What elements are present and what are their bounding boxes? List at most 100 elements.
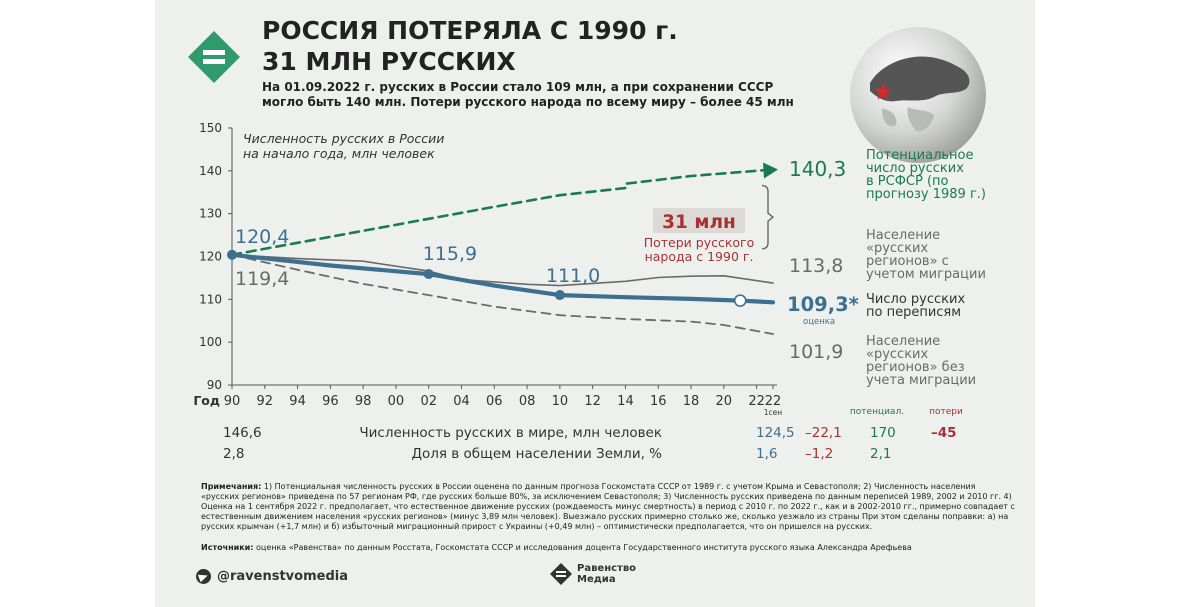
sources-label: Источники: [201,543,254,552]
losses-box [653,208,745,233]
potential-arrow-head [763,162,778,179]
data-label-2010: 111,0 [546,265,600,287]
world-row-potential: 170 [870,425,896,441]
legend-potential-line-1: Потенциальное [866,148,974,163]
y-tick-label: 100 [199,335,222,349]
x-tick-label: 18 [683,394,700,409]
world-row-label: Численность русских в мире, млн человек [359,425,662,441]
legend-potential-line-2: число русских [866,161,964,176]
sources-text: оценка «Равенства» по данным Росстата, Г… [253,543,912,552]
world-col-losses: потери [929,407,963,417]
x-tick-label: 12 [584,394,601,409]
point-marker-2002 [423,269,434,280]
y-tick-label: 140 [199,164,222,178]
world-row-potential: 2,1 [870,446,891,462]
end-label-potential: 140,3 [789,157,846,181]
legend-without-migration-line-1: Население [866,334,940,349]
brand-line-1: Равенство [577,563,637,574]
title-line-1: РОССИЯ ПОТЕРЯЛА С 1990 г. [262,16,678,45]
legend-without-migration-line-4: учета миграции [866,373,976,388]
x-tick-label: 94 [289,394,306,409]
telegram-link[interactable]: @ravenstvomedia [196,569,348,584]
x-tick-sublabel: 1сен [764,408,783,417]
end-label-with-migration: 113,8 [789,255,843,277]
world-row-start: 146,6 [223,425,262,441]
legend-potential-line-3: в РСФСР (по [866,174,949,189]
world-row-label: Доля в общем населении Земли, % [411,446,662,462]
point-marker-estimate [733,294,747,307]
data-label-2002: 115,9 [423,243,477,265]
subtitle-line-1: На 01.09.2022 г. русских в России стало … [262,80,774,94]
notes-label: Примечания: [201,482,262,491]
world-col-potential: потенциал. [850,407,904,417]
losses-brace [761,184,775,250]
y-axis-title: Численность русских в России на начало г… [243,131,444,161]
world-row-start: 2,8 [223,446,244,462]
page-title: РОССИЯ ПОТЕРЯЛА С 1990 г. 31 МЛН РУССКИХ [262,15,678,77]
series-line-without_migration [231,253,774,335]
legend-with-migration-line-3: регионов» с [866,254,949,269]
series-line-potential [230,168,775,257]
subtitle-line-2: могло быть 140 млн. Потери русского наро… [262,95,794,109]
legend-with-migration-line-1: Население [866,228,940,243]
brand-line-2: Медиа [577,574,616,585]
legend-with-migration-line-4: учетом миграции [866,267,986,282]
telegram-icon [196,569,211,584]
world-row-now: 1,6 [756,446,777,462]
notes-block: Примечания: 1) Потенциальная численность… [201,482,1016,532]
ravenstvo-logo-icon [188,31,240,83]
end-label-census: 109,3* [787,293,859,316]
losses-caption-line-1: Потери русского [644,235,755,250]
world-row-change: –22,1 [805,425,842,441]
x-tick-label: 20 [716,394,733,409]
x-tick-label: 16 [650,394,667,409]
y-tick-label: 120 [199,250,222,264]
x-axis-prefix: Год [193,393,220,408]
losses-value: 31 млн [662,212,736,233]
x-tick-label: 02 [420,394,437,409]
legend-with-migration-line-2: «русских [866,241,928,256]
brand-icon [550,563,572,585]
x-tick-label: 00 [388,394,405,409]
y-tick-label: 130 [199,207,222,221]
title-line-2: 31 МЛН РУССКИХ [262,47,516,76]
data-label-1990-top: 120,4 [235,226,289,248]
legend-without-migration-line-2: «русских [866,347,928,362]
notes-text: 1) Потенциальная численность русских в Р… [201,482,1015,531]
y-axis-title-line-2: на начало года, млн человек [243,146,435,161]
globe-russia-icon [850,27,986,163]
x-tick-label: 98 [355,394,372,409]
x-tick-label: 10 [552,394,569,409]
series-line-with_migration [231,254,774,287]
x-tick-label: 90 [224,394,241,409]
point-marker-1990 [227,249,237,260]
y-tick-label: 110 [199,292,222,306]
sources-block: Источники: оценка «Равенства» по данным … [201,543,1016,552]
page-subtitle: На 01.09.2022 г. русских в России стало … [262,80,862,110]
x-tick-label: 22 [765,394,782,409]
y-tick-label: 90 [207,378,222,392]
data-label-1990-bottom: 119,4 [235,268,289,290]
world-row-now: 124,5 [756,425,795,441]
x-tick-label: 96 [322,394,339,409]
legend-potential-line-4: прогнозу 1989 г.) [866,187,986,202]
brand-logo: Равенство Медиа [550,563,636,585]
x-tick-label: 08 [519,394,536,409]
legend-without-migration-line-3: регионов» без [866,360,965,375]
y-tick-label: 150 [199,121,222,135]
end-label-census-note: оценка [803,317,835,327]
y-axis-title-line-1: Численность русских в России [243,131,445,146]
losses-caption-line-2: народа с 1990 г. [645,249,754,264]
x-tick-label: 22 [748,394,765,409]
social-handle: @ravenstvomedia [217,569,348,584]
point-marker-2010 [554,290,565,301]
world-row-change: –1,2 [805,446,833,462]
x-tick-label: 92 [257,394,274,409]
x-tick-label: 14 [617,394,634,409]
x-tick-label: 06 [486,394,503,409]
legend-census-line-2: по переписям [866,305,961,320]
end-label-without-migration: 101,9 [789,341,843,363]
world-row-losses: –45 [931,425,957,441]
x-tick-label: 04 [453,394,470,409]
